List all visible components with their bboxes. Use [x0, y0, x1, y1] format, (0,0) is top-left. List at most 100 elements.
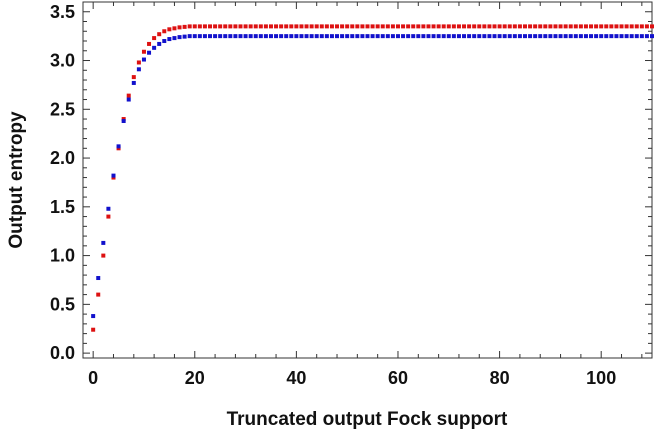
data-point	[126, 97, 131, 102]
series-2	[91, 34, 654, 319]
data-point	[578, 24, 583, 29]
axis-ticks	[83, 2, 652, 358]
y-tick-label: 1.0	[50, 246, 75, 266]
data-point	[411, 24, 416, 29]
data-point	[553, 34, 558, 39]
data-point	[573, 24, 578, 29]
data-point	[152, 36, 157, 41]
data-point	[563, 34, 568, 39]
data-point	[583, 24, 588, 29]
data-point	[157, 41, 162, 46]
data-point	[543, 24, 548, 29]
data-point	[202, 34, 207, 39]
data-point	[395, 24, 400, 29]
data-point	[609, 24, 614, 29]
y-tick-label: 1.5	[50, 197, 75, 217]
data-point	[599, 24, 604, 29]
data-point	[568, 24, 573, 29]
data-point	[147, 50, 152, 55]
data-point	[365, 34, 370, 39]
data-point	[528, 24, 533, 29]
data-point	[533, 34, 538, 39]
data-point	[218, 34, 223, 39]
data-point	[522, 24, 527, 29]
data-point	[360, 24, 365, 29]
data-point	[329, 24, 334, 29]
data-point	[380, 24, 385, 29]
data-point	[309, 24, 314, 29]
data-point	[477, 34, 482, 39]
data-point	[573, 34, 578, 39]
data-point	[365, 24, 370, 29]
data-point	[629, 34, 634, 39]
data-point	[238, 34, 243, 39]
data-point	[111, 173, 116, 178]
y-axis-title: Output entropy	[6, 111, 27, 249]
data-point	[360, 34, 365, 39]
data-point	[106, 214, 111, 219]
data-point	[101, 253, 106, 258]
data-point	[456, 34, 461, 39]
data-point	[329, 34, 334, 39]
data-point	[152, 45, 157, 50]
data-point	[548, 34, 553, 39]
x-axis-title: Truncated output Fock support	[227, 409, 508, 430]
data-point	[436, 34, 441, 39]
data-point	[522, 34, 527, 39]
data-point	[553, 24, 558, 29]
x-tick-label: 60	[388, 368, 408, 388]
data-point	[233, 24, 238, 29]
data-point	[187, 24, 192, 29]
data-point	[502, 24, 507, 29]
data-point	[106, 206, 111, 211]
data-point	[624, 24, 629, 29]
data-point	[538, 24, 543, 29]
data-point	[599, 34, 604, 39]
data-point	[380, 34, 385, 39]
data-point	[91, 314, 96, 319]
data-point	[223, 34, 228, 39]
data-point	[289, 34, 294, 39]
data-point	[375, 24, 380, 29]
data-point	[644, 34, 649, 39]
data-point	[604, 34, 609, 39]
data-point	[243, 24, 248, 29]
data-point	[619, 24, 624, 29]
data-point	[248, 34, 253, 39]
data-point	[436, 24, 441, 29]
plot-frame	[82, 1, 653, 359]
series-1	[91, 24, 654, 332]
data-point	[507, 34, 512, 39]
data-point	[319, 34, 324, 39]
data-point	[208, 24, 213, 29]
data-point	[238, 24, 243, 29]
data-point	[431, 34, 436, 39]
data-point	[589, 34, 594, 39]
data-point	[340, 34, 345, 39]
data-point	[594, 34, 599, 39]
data-point	[314, 24, 319, 29]
data-point	[441, 24, 446, 29]
data-point	[131, 80, 136, 85]
data-point	[172, 26, 177, 31]
data-point	[340, 24, 345, 29]
data-point	[492, 24, 497, 29]
x-tick-label: 40	[286, 368, 306, 388]
data-point	[101, 240, 106, 245]
data-point	[472, 24, 477, 29]
data-point	[355, 34, 360, 39]
data-point	[431, 24, 436, 29]
data-point	[650, 34, 654, 39]
data-point	[492, 34, 497, 39]
data-point	[589, 24, 594, 29]
data-point	[208, 34, 213, 39]
data-point	[416, 24, 421, 29]
data-point	[421, 34, 426, 39]
data-point	[172, 36, 177, 41]
data-point	[446, 24, 451, 29]
y-tick-label: 3.5	[50, 2, 75, 22]
data-point	[324, 24, 329, 29]
data-point	[243, 34, 248, 39]
data-point	[314, 34, 319, 39]
